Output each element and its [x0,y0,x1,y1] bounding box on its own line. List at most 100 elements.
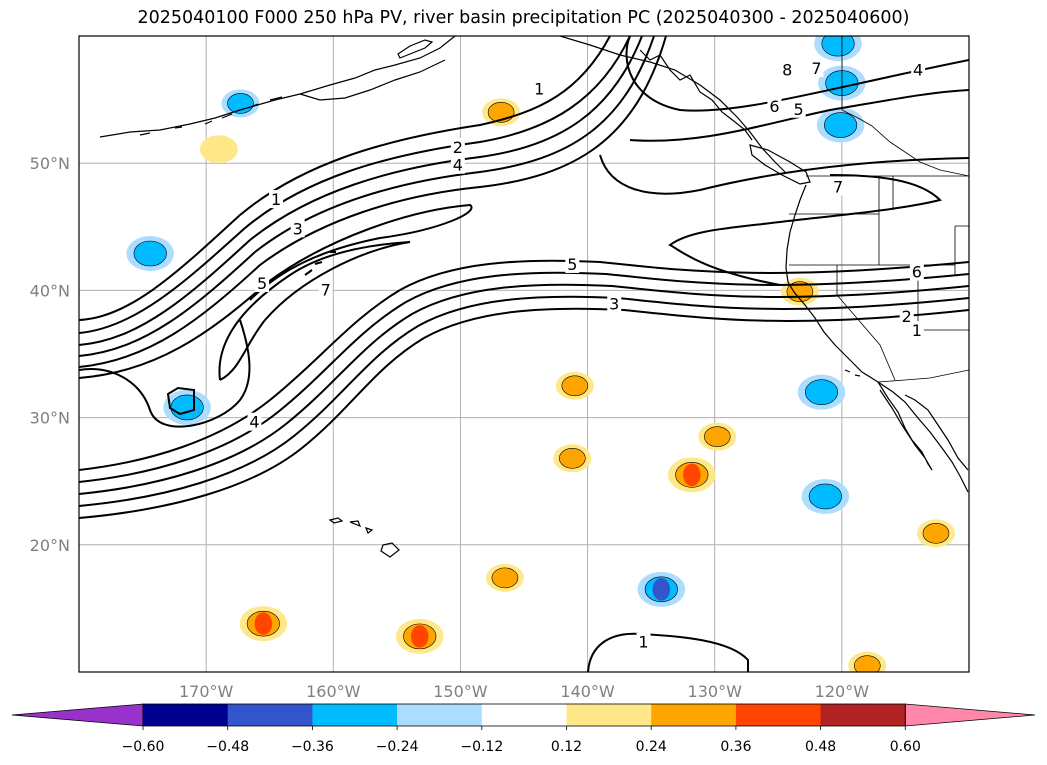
lat-tick-label: 30°N [30,409,70,428]
pv-contour-east-1 [599,154,969,195]
colorbar-high-extend [904,703,1036,727]
lon-tick-label: 160°W [306,682,361,701]
pv-contour-label: 1 [271,190,281,209]
precip-positive-blob [668,457,716,493]
pv-contour-small-bits [304,251,336,276]
lon-tick-label: 130°W [688,682,743,701]
colorbar-segment [312,704,398,726]
coastlines [99,36,969,558]
pv-contours [79,36,969,672]
us-mexico-border [877,369,969,383]
gridlines [79,36,969,672]
pv-contour-label: 1 [534,79,544,98]
pv-contour-south-2 [79,271,969,483]
pv-contour-label: 1 [638,633,648,652]
pv-contour-small-loop [166,386,195,416]
pv-contour-label: 2 [453,138,463,157]
pv-contour-label: 1 [912,321,922,340]
pv-contour-jet-1 [79,36,611,321]
pv-contour-label: 5 [257,274,267,293]
pv-contour-label: 5 [567,255,577,274]
colorbar-segment [820,704,906,726]
colorbar-tick-label: 0.24 [636,739,667,755]
colorbar-tick-label: −0.24 [376,739,419,755]
pv-contour-trough-loop [79,319,251,428]
hawaii-islands [328,517,400,558]
pv-contour-south-1 [79,259,969,471]
mexico-coast [904,394,969,471]
pv-contour-jet-4 [79,36,655,357]
alaska-peninsula [299,59,446,101]
pv-contour-south-3 [79,283,969,495]
colorbar-segment [566,704,652,726]
pv-contour-label: 6 [912,263,922,282]
precip-positive-blob [199,135,238,164]
precip-negative-blob [221,89,260,118]
colorbar-tick-label: 0.36 [720,739,751,755]
alaska-canada-border [841,36,969,177]
precip-negative-blob [126,236,174,272]
precip-positive-blob [555,371,594,400]
pv-contour-pacific-ridge [668,174,942,286]
pv-contour-south-5 [79,307,969,519]
lon-tick-label: 150°W [433,682,488,701]
colorbar-tick-label: 0.60 [890,739,921,755]
pv-contour-label: 2 [902,307,912,326]
aleutian-islands [139,96,283,136]
precip-positive-blob [848,651,887,672]
pv-contour-label: 6 [769,97,779,116]
pv-contour-label: 3 [293,219,303,238]
colorbar-segment [397,704,483,726]
pv-contour-label: 7 [833,177,843,196]
vancouver-island [749,144,811,185]
pv-contour-trough-inner [218,241,411,381]
precip-negative-blob [801,478,850,514]
colorbar-segment [481,704,567,726]
colorbar-low-extend [11,703,144,727]
colorbar-segment [735,704,822,726]
political-borders [789,36,969,383]
colorbar-tick-label: −0.48 [206,739,249,755]
pv-contour-label: 8 [782,60,792,79]
kodiak-island [397,39,434,59]
colorbar-segment [143,704,229,726]
map-frame [78,35,970,673]
pv-contour-label: 7 [321,280,331,299]
pv-contour-south-low [587,632,749,672]
baja-california [877,381,933,471]
pv-contour-label: 4 [453,156,463,175]
pv-contour-jet-6 [79,203,473,379]
precip-positive-blob [239,606,288,642]
lon-tick-label: 140°W [560,682,615,701]
lat-tick-label: 20°N [30,536,70,555]
state-borders-east [954,225,969,275]
colorbar-tick-label: 0.12 [551,739,582,755]
colorbar-tick-label: −0.36 [291,739,334,755]
pv-contour-label: 4 [913,60,923,79]
inside-passage-islands [639,49,753,141]
pv-contour-jet-5 [79,36,667,368]
pv-contour-jet-2 [79,36,631,334]
colorbar-segment [227,704,313,726]
pv-contour-jet-3 [79,36,643,346]
lat-tick-label: 40°N [30,281,70,300]
colorbar [11,703,1036,727]
colorbar-tick-label: 0.48 [805,739,836,755]
pv-contour-north-loop [625,36,969,112]
lat-tick-label: 50°N [30,154,70,173]
precipitation-fill-layer [126,36,955,672]
precip-positive-blob [485,563,524,592]
channel-islands [844,369,861,377]
precip-positive-blob [698,422,737,451]
pv-contour-label: 4 [249,413,259,432]
precip-positive-blob [780,277,819,306]
precip-positive-blob [482,98,521,127]
pv-contour-east-2 [629,89,969,142]
pv-contour-label: 5 [794,100,804,119]
colorbar-tick-label: −0.12 [460,739,503,755]
precip-negative-blob [816,107,865,143]
map-title: 2025040100 F000 250 hPa PV, river basin … [137,8,910,28]
precip-negative-blob [637,571,686,607]
